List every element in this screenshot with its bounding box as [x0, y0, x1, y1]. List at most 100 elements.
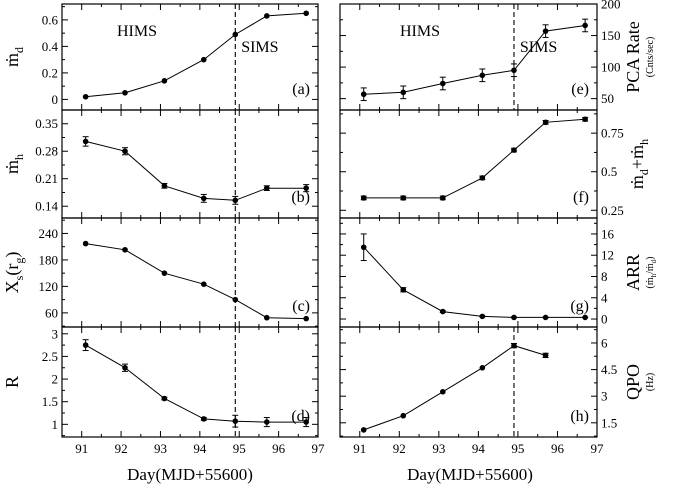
y-tick-label: 2 [52, 372, 59, 387]
series-line [85, 140, 307, 201]
panel-frame [339, 109, 598, 219]
data-point [400, 412, 407, 419]
y-label-main: PCA Rate [623, 21, 643, 93]
y-tick-label: 3 [52, 326, 59, 341]
data-point [122, 246, 128, 253]
series-line [85, 344, 307, 423]
data-point [82, 138, 89, 145]
y-label-main: ARR [623, 254, 643, 291]
data-point [582, 22, 588, 29]
data-point [479, 72, 486, 79]
ratio-a: (ṁ [645, 277, 656, 288]
y-label-plus: + [627, 159, 647, 169]
data-point [360, 91, 367, 98]
data-point [400, 89, 407, 96]
data-point [360, 244, 367, 251]
data-point [440, 195, 446, 201]
x-tick-label: 97 [591, 441, 605, 456]
ratio-mid: /ṁ [645, 263, 656, 274]
y-tick-label: 12 [601, 248, 614, 263]
y-tick-label: 100 [601, 60, 621, 75]
data-point [82, 240, 89, 247]
series-line [363, 246, 586, 318]
data-point [360, 195, 367, 201]
data-point [542, 352, 549, 359]
panel-label: (g) [570, 298, 589, 315]
y-label-sub: d [12, 47, 26, 53]
y-label-main: ṁ [2, 53, 22, 67]
data-point [479, 175, 486, 181]
y-axis-label: ṁd [2, 47, 26, 67]
y-tick-label: 0.2 [42, 65, 58, 80]
y-tick-label: 180 [39, 252, 59, 267]
panel-e: 50 100 150 200 HIMS SIMS (e) PCA Rate (Cnts/sec) [339, 0, 656, 111]
ratio-end: ) [645, 256, 656, 259]
y-tick-label: 120 [39, 279, 59, 294]
y-label-main: X [2, 280, 22, 293]
panel-frame [61, 217, 319, 328]
data-point [122, 89, 128, 96]
y-label-main: R [2, 376, 22, 388]
series-line [363, 345, 546, 431]
y-label-main: ṁ [2, 160, 22, 174]
x-tick-label: 91 [75, 441, 88, 456]
data-point [479, 313, 486, 320]
state-label-hims: HIMS [117, 23, 157, 40]
data-point [479, 365, 486, 371]
x-tick-label: 96 [551, 441, 565, 456]
panel-label: (h) [570, 408, 589, 425]
y-tick-label: 200 [601, 0, 621, 12]
x-axis-label-left: Day(MJD+55600) [127, 465, 253, 484]
data-point [360, 427, 367, 433]
ratio-b-sub: d [650, 259, 658, 263]
panel-frame [61, 3, 319, 111]
panel-frame [61, 109, 319, 219]
data-point [82, 93, 89, 100]
panel-f: 0.250.50.75(f)ṁd+ṁh [339, 109, 651, 219]
data-point [264, 185, 270, 191]
x-tick-label: 95 [233, 441, 246, 456]
data-point [200, 281, 207, 287]
y-tick-label: 0.75 [601, 126, 624, 141]
panel-frame [339, 217, 598, 328]
series-line [85, 243, 307, 320]
y-tick-label: 60 [45, 305, 58, 320]
data-point [303, 10, 309, 17]
data-point [161, 78, 168, 84]
y-axis-label: ṁh [2, 154, 26, 174]
y-axis-label: ṁd+ṁh [627, 139, 651, 189]
data-point [303, 315, 309, 322]
x-axis-label-right: Day(MJD+55600) [407, 465, 533, 484]
y-axis-label: PCA Rate [623, 21, 643, 93]
data-point [582, 116, 588, 123]
state-label-sims: SIMS [520, 39, 557, 56]
data-point [542, 119, 549, 126]
data-point [161, 182, 168, 189]
data-point [264, 13, 270, 19]
x-tick-label: 94 [193, 441, 207, 456]
data-point [82, 342, 89, 348]
y-label-sub2: h [637, 139, 651, 145]
y-axis-label-units: (Hz) [645, 373, 656, 391]
y-tick-label: 0.14 [35, 199, 58, 214]
panel-label: (f) [573, 189, 589, 206]
y-label-sub: d [637, 169, 651, 175]
y-label-main: ṁ [627, 175, 647, 189]
data-point [200, 195, 207, 202]
panel-label: (e) [571, 81, 589, 98]
panel-label: (b) [291, 189, 310, 206]
y-label-tail: (r [2, 264, 23, 276]
y-tick-label: 0.28 [35, 144, 58, 159]
x-tick-label: 96 [272, 441, 286, 456]
y-tick-label: 6 [601, 335, 608, 350]
y-axis-label: Xs(rg) [2, 252, 26, 294]
data-point [161, 270, 168, 276]
y-tick-label: 0.5 [601, 164, 617, 179]
y-tick-label: 4 [601, 290, 608, 305]
y-tick-label: 0.4 [42, 39, 59, 54]
panel-label: (c) [292, 298, 310, 315]
y-tick-label: 1.5 [42, 394, 58, 409]
y-tick-label: 150 [601, 28, 621, 43]
x-tick-label: 92 [393, 441, 406, 456]
